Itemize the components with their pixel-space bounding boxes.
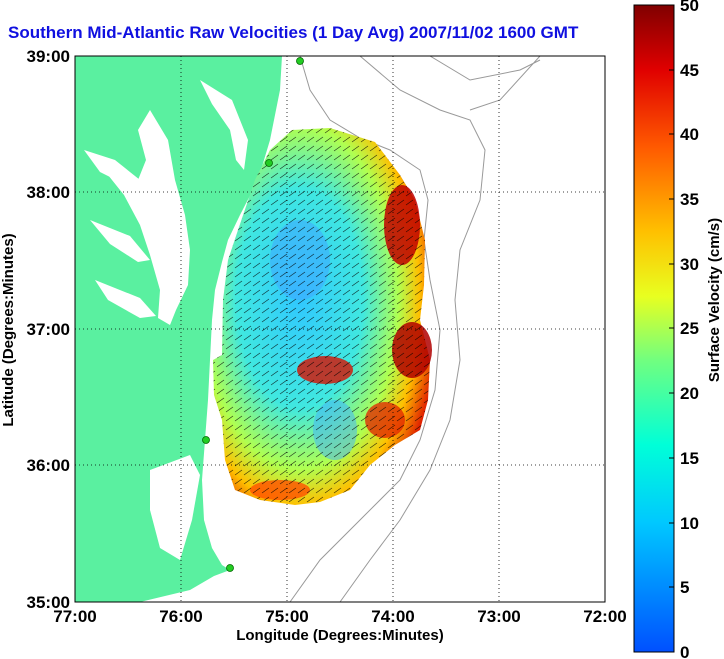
station-marker xyxy=(202,436,210,444)
colorbar-tick-label: 30 xyxy=(680,255,699,274)
colorbar-tick-label: 45 xyxy=(680,61,699,80)
y-axis: 39:00 38:00 37:00 36:00 35:00 Latitude (… xyxy=(0,47,70,612)
y-tick-label: 38:00 xyxy=(27,183,70,202)
y-tick-label: 35:00 xyxy=(27,593,70,612)
station-marker xyxy=(296,57,304,65)
grid-lines xyxy=(75,56,605,602)
colorbar-tick-label: 35 xyxy=(680,190,699,209)
colorbar-tick-label: 10 xyxy=(680,514,699,533)
colorbar-tick-label: 0 xyxy=(680,643,689,659)
colorbar-scale xyxy=(633,4,675,653)
y-tick-label: 37:00 xyxy=(27,320,70,339)
x-tick-label: 72:00 xyxy=(583,607,626,626)
y-tick-label: 39:00 xyxy=(27,47,70,66)
colorbar-tick-label: 25 xyxy=(680,319,699,338)
map-title: Southern Mid-Atlantic Raw Velocities (1 … xyxy=(8,23,579,42)
colorbar-tick-label: 20 xyxy=(680,384,699,403)
station-marker xyxy=(226,564,234,572)
x-tick-label: 76:00 xyxy=(159,607,202,626)
x-axis: 77:00 76:00 75:00 74:00 73:00 72:00 Long… xyxy=(53,607,626,644)
station-marker xyxy=(265,159,273,167)
colorbar-tick-label: 40 xyxy=(680,125,699,144)
x-tick-label: 73:00 xyxy=(477,607,520,626)
y-tick-label: 36:00 xyxy=(27,456,70,475)
x-tick-label: 74:00 xyxy=(371,607,414,626)
plot-frame xyxy=(74,55,606,603)
chesapeake-bay xyxy=(108,110,190,325)
colorbar-tick-label: 15 xyxy=(680,449,699,468)
colorbar: 50 45 40 35 30 25 20 15 10 5 0 Surface V… xyxy=(633,0,723,659)
x-tick-label: 75:00 xyxy=(265,607,308,626)
x-tick-label: 77:00 xyxy=(53,607,96,626)
x-axis-label: Longitude (Degrees:Minutes) xyxy=(236,627,444,644)
colorbar-label: Surface Velocity (cm/s) xyxy=(706,218,723,382)
velocity-vectors xyxy=(213,128,430,505)
colorbar-tick-label: 50 xyxy=(680,0,699,15)
bathymetry-contour xyxy=(289,56,441,602)
colorbar-tick-label: 5 xyxy=(680,578,689,597)
y-axis-label: Latitude (Degrees:Minutes) xyxy=(0,233,17,426)
